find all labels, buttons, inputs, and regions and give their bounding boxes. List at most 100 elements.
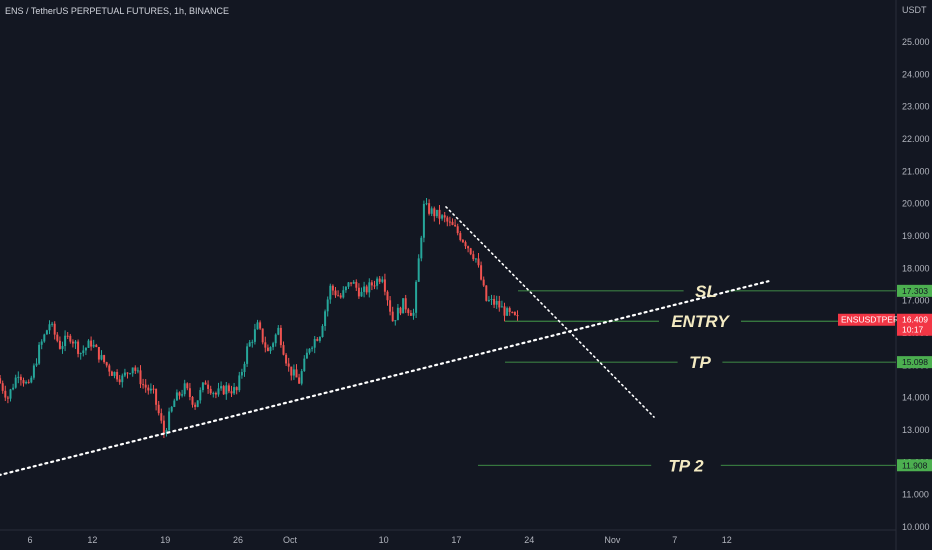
candle-body xyxy=(344,286,347,291)
level-price-tag xyxy=(897,284,932,297)
candle-body xyxy=(402,298,405,314)
level-label: SL xyxy=(695,282,717,301)
candle-body xyxy=(339,295,342,298)
candle-body xyxy=(261,328,264,343)
candle-body xyxy=(417,258,420,282)
candle-body xyxy=(394,320,397,322)
candle-body xyxy=(326,299,329,312)
candle-body xyxy=(487,299,490,301)
candle-body xyxy=(66,335,69,337)
candle-body xyxy=(113,371,116,376)
x-tick-label: 19 xyxy=(160,535,170,545)
candle-body xyxy=(6,397,9,399)
candle-body xyxy=(365,286,368,293)
trade-level-lines xyxy=(478,290,896,466)
candlesticks xyxy=(0,198,519,439)
candle-body xyxy=(313,339,316,348)
currency-label: USDT xyxy=(902,5,927,15)
candle-body xyxy=(74,341,77,344)
candle-body xyxy=(160,413,163,421)
candle-body xyxy=(420,237,423,259)
candle-body xyxy=(391,311,394,322)
candle-body xyxy=(355,281,358,288)
candle-body xyxy=(227,385,230,392)
candle-body xyxy=(399,307,402,314)
candle-body xyxy=(69,335,72,342)
candle-body xyxy=(126,372,129,374)
candle-body xyxy=(217,388,220,395)
candle-body xyxy=(84,347,87,351)
candle-body xyxy=(188,388,191,397)
candle-body xyxy=(451,221,454,225)
candle-body xyxy=(389,300,392,312)
candle-body xyxy=(123,372,126,376)
candle-body xyxy=(155,388,158,405)
candle-body xyxy=(383,279,386,292)
x-tick-label: 26 xyxy=(233,535,243,545)
candle-body xyxy=(19,376,22,381)
candle-body xyxy=(79,353,82,355)
x-tick-label: 6 xyxy=(27,535,32,545)
candle-body xyxy=(412,312,415,316)
candle-body xyxy=(490,298,493,300)
candle-body xyxy=(56,334,59,341)
countdown-text: 10:17 xyxy=(902,325,924,335)
candle-body xyxy=(199,390,202,401)
candle-body xyxy=(38,344,41,364)
candle-body xyxy=(204,382,207,385)
candle-body xyxy=(279,327,282,346)
candle-body xyxy=(103,355,106,363)
trendlines xyxy=(0,206,770,477)
candle-body xyxy=(448,221,451,223)
candle-body xyxy=(368,282,371,293)
candle-body xyxy=(441,215,444,219)
candle-body xyxy=(495,301,498,305)
candle-body xyxy=(27,381,30,383)
current-price-text: 16.409 xyxy=(902,315,928,325)
candle-body xyxy=(376,278,379,286)
candle-body xyxy=(0,378,2,384)
candle-body xyxy=(243,363,246,373)
candle-body xyxy=(131,367,134,374)
candle-body xyxy=(292,369,295,376)
candle-body xyxy=(40,341,43,345)
candle-body xyxy=(162,420,165,434)
candle-body xyxy=(285,354,288,364)
candle-body xyxy=(87,340,90,348)
candle-body xyxy=(48,324,51,331)
candle-body xyxy=(230,391,233,394)
candle-body xyxy=(324,311,327,327)
x-tick-label: 10 xyxy=(379,535,389,545)
candle-body xyxy=(472,254,475,260)
trade-level-labels: SL ENTRY TP TP 2 xyxy=(668,282,730,475)
candle-body xyxy=(22,380,25,384)
candle-body xyxy=(513,312,516,316)
candle-body xyxy=(100,355,103,360)
candle-body xyxy=(311,347,314,349)
candle-body xyxy=(438,209,441,219)
level-price-tag-text: 11.908 xyxy=(902,460,928,470)
candle-body xyxy=(4,390,7,398)
candle-body xyxy=(139,370,142,385)
candle-body xyxy=(14,377,17,388)
candle-body xyxy=(493,298,496,305)
candle-body xyxy=(269,347,272,352)
candle-body xyxy=(433,208,436,217)
candle-body xyxy=(108,365,111,372)
candle-body xyxy=(342,290,345,298)
candle-body xyxy=(136,370,139,372)
x-tick-label: 7 xyxy=(672,535,677,545)
candle-body xyxy=(178,392,181,396)
candle-body xyxy=(116,371,119,380)
candle-body xyxy=(409,313,412,316)
candle-body xyxy=(422,203,425,238)
candle-body xyxy=(129,373,132,375)
candle-body xyxy=(259,322,262,329)
level-price-tag xyxy=(897,459,932,472)
candle-body xyxy=(225,385,228,395)
candle-body xyxy=(71,341,74,344)
candle-body xyxy=(295,369,298,378)
candle-body xyxy=(370,282,373,286)
candle-body xyxy=(386,291,389,301)
